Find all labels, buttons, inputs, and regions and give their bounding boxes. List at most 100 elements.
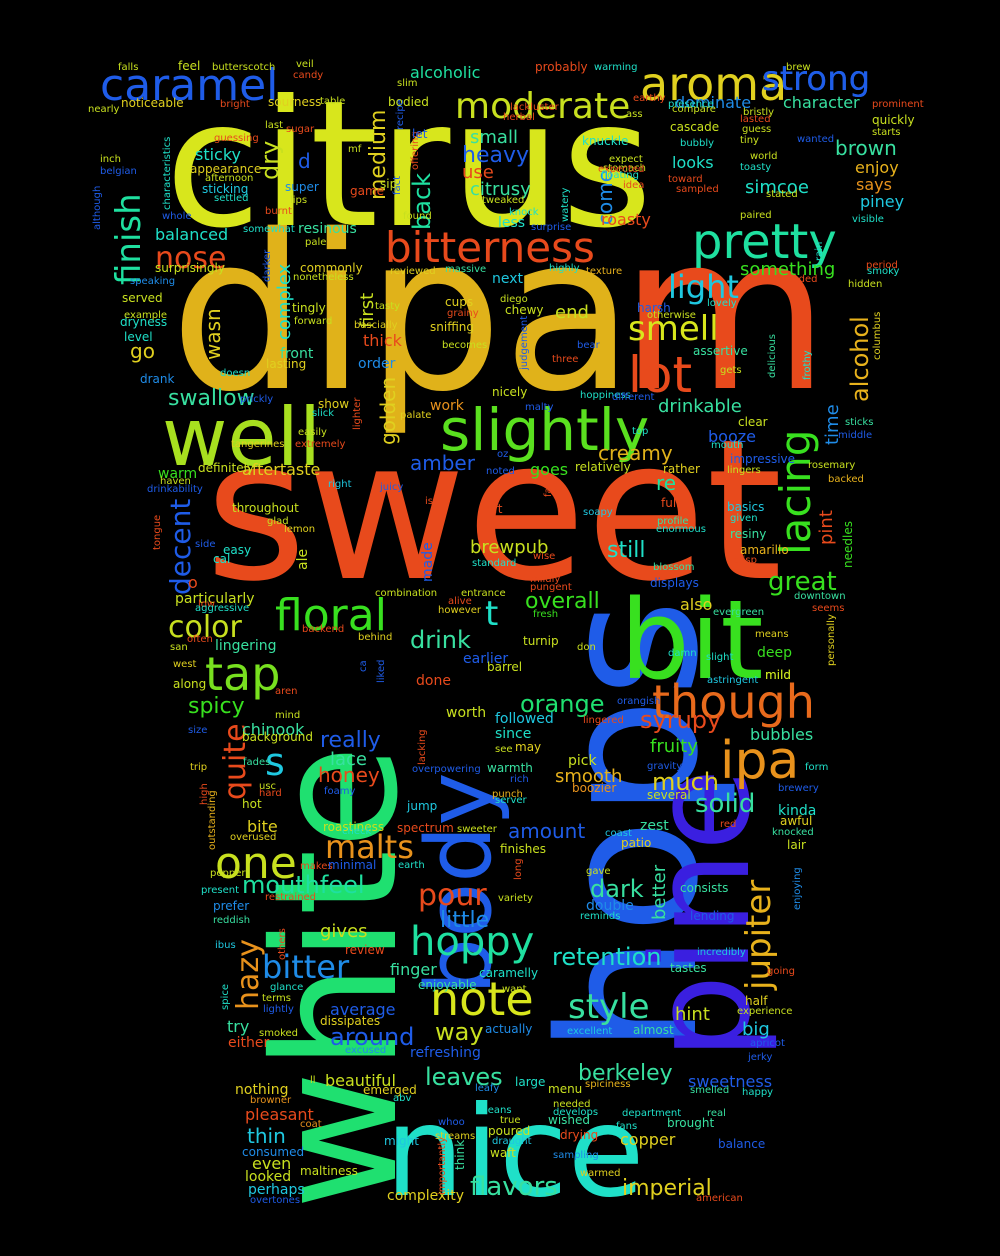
word-nothing: nothing xyxy=(235,1082,288,1098)
word-delicious: delicious xyxy=(767,334,778,378)
word-stated: stated xyxy=(766,189,798,200)
word-right: right xyxy=(328,479,352,490)
word-streams: streams xyxy=(435,1131,475,1142)
word-terms: terms xyxy=(262,993,291,1004)
word-mf: mf xyxy=(348,144,362,155)
word-importantly: importantly xyxy=(437,1137,448,1195)
word-slightly: slightly xyxy=(440,396,649,464)
word-light: light xyxy=(668,268,739,306)
word-alcohol: alcohol xyxy=(846,316,874,402)
word-combination: combination xyxy=(375,588,437,599)
word-bitterness: bitterness xyxy=(385,223,595,272)
word-go: go xyxy=(130,339,155,363)
word-awful: awful xyxy=(780,814,812,828)
word-highly: highly xyxy=(549,263,580,274)
word-retention: retention xyxy=(552,943,661,971)
word-incredibly: incredibly xyxy=(697,947,746,958)
word-even: even xyxy=(252,1154,291,1173)
word-overall: overall xyxy=(525,589,600,614)
word-tweaked: tweaked xyxy=(482,195,524,206)
word-real: real xyxy=(707,1108,726,1119)
word-ale: ale xyxy=(295,549,311,570)
word-piney: piney xyxy=(860,192,904,211)
word-leafy: leafy xyxy=(475,1083,499,1094)
word-needed: needed xyxy=(553,1099,591,1110)
word-dipa: dipa xyxy=(170,188,634,439)
word-stomach: stomach xyxy=(603,163,646,174)
word-basics: basics xyxy=(727,500,764,514)
word-watery: watery xyxy=(560,188,571,222)
word-department: department xyxy=(622,1108,681,1119)
word-knocked: knocked xyxy=(772,827,814,838)
word-middle: middle xyxy=(838,430,872,441)
word-pine: pine xyxy=(623,768,780,1060)
word-downtown: downtown xyxy=(794,591,846,602)
word-smoked: smoked xyxy=(259,1028,298,1039)
word-color: color xyxy=(168,610,243,645)
word-looks: looks xyxy=(672,153,714,172)
word-strong-2: strong xyxy=(762,59,870,99)
word-golden: golden xyxy=(376,377,400,445)
word-expected: expected xyxy=(598,164,644,175)
word-turnip: turnip xyxy=(523,634,559,648)
word-check: check xyxy=(342,826,371,837)
word-booze: booze xyxy=(708,427,756,446)
word-roasty: roasty xyxy=(601,210,651,229)
word-recommended: recommended xyxy=(745,274,817,285)
word-outstanding: outstanding xyxy=(207,790,218,850)
word-lingered: lingered xyxy=(583,715,624,726)
word-way: way xyxy=(435,1018,484,1046)
word-leaves: leaves xyxy=(425,1063,503,1091)
word-worth: worth xyxy=(446,705,486,721)
word-gets: gets xyxy=(720,365,742,376)
word-size: size xyxy=(188,725,207,736)
word-end: end xyxy=(555,302,589,323)
word-lingering: lingering xyxy=(215,638,277,654)
word-better: better xyxy=(649,864,670,920)
word-level: level xyxy=(124,330,153,344)
word-waft: waft xyxy=(490,1146,516,1160)
word-darker: darker xyxy=(262,249,273,282)
word-lot: lot xyxy=(628,346,692,404)
word-nearly: nearly xyxy=(88,104,120,115)
word-chinook: chinook xyxy=(242,720,305,739)
word-bascially: bascially xyxy=(354,320,398,331)
word-malty: malty xyxy=(525,402,554,413)
word-creamy: creamy xyxy=(598,441,673,465)
word-maltiness: maltiness xyxy=(300,1164,358,1178)
word-s: s xyxy=(265,740,285,784)
word-inch: inch xyxy=(100,154,121,165)
word-patio: patio xyxy=(621,836,651,850)
word-palate: palate xyxy=(400,410,431,421)
word-looked: looked xyxy=(245,1169,291,1185)
word-appearance: appearance xyxy=(190,162,261,176)
word-try: try xyxy=(227,1017,249,1036)
word-cups: cups xyxy=(445,295,473,309)
word-sticks: sticks xyxy=(845,417,873,428)
word-abv: abv xyxy=(393,1093,411,1104)
word-smooth: smooth xyxy=(555,766,622,787)
word-ll: ll xyxy=(310,1075,316,1086)
word-excellent: excellent xyxy=(567,1026,612,1037)
word-jump: jump xyxy=(406,799,437,813)
word-style: style xyxy=(568,987,650,1027)
word-form: form xyxy=(805,762,828,773)
word-mind: mind xyxy=(275,710,300,721)
word-enjoy: enjoy xyxy=(855,158,899,177)
word-given: given xyxy=(730,513,758,524)
word-glad: glad xyxy=(267,516,289,527)
word-example: example xyxy=(124,310,167,321)
word-found: found xyxy=(403,211,432,222)
word-coast: coast xyxy=(605,828,632,839)
word-top: top xyxy=(632,426,648,437)
word-dry: dry xyxy=(256,141,284,180)
word-seems: seems xyxy=(812,603,844,614)
word-tiny: tiny xyxy=(740,135,759,146)
word-complex: complex xyxy=(274,263,295,340)
word-lace: lace xyxy=(330,749,367,770)
word-fruity: fruity xyxy=(650,736,698,757)
word-evergreen: evergreen xyxy=(713,607,764,618)
word-personally: personally xyxy=(826,614,837,666)
word-m: m xyxy=(620,188,829,439)
